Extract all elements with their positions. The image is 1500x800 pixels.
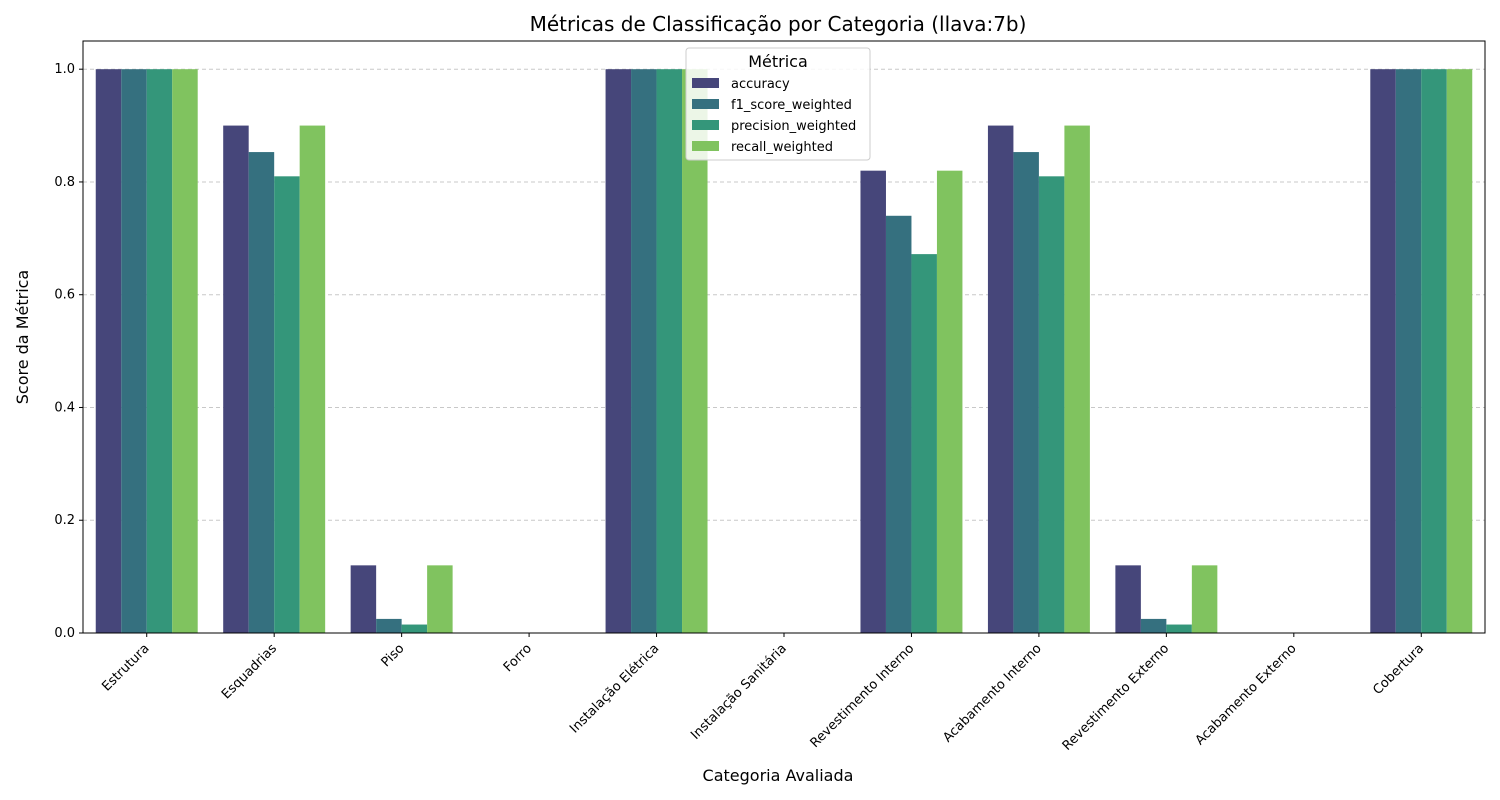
y-tick-label: 0.6 [54,288,75,303]
bar-accuracy-7 [987,125,1014,634]
y-axis: 0.0 0.2 0.4 0.6 0.8 1.0 [54,62,83,641]
bar-recall_weighted-2 [427,565,453,633]
bar-recall_weighted-10 [1446,69,1473,633]
x-axis-label: Categoria Avaliada [703,766,854,785]
bar-f1_score_weighted-7 [1013,152,1039,633]
x-tick-label: Revestimento Interno [808,641,918,751]
bar-precision_weighted-2 [401,624,428,633]
y-tick-label: 0.4 [54,400,75,415]
bar-precision_weighted-0 [146,69,173,633]
x-tick-label: Forro [501,641,535,675]
legend-label-precision_weighted: precision_weighted [731,119,856,134]
legend-box [685,47,871,161]
bar-precision_weighted-6 [911,254,937,633]
legend-label-f1_score_weighted: f1_score_weighted [731,98,852,113]
bar-f1_score_weighted-0 [121,69,147,633]
legend-label-accuracy: accuracy [731,77,790,92]
bar-precision_weighted-7 [1038,176,1065,634]
y-tick-label: 0.0 [54,626,75,641]
x-axis: Estrutura Esquadrias Piso Forro Instalação E… [99,633,1427,754]
legend-swatch-f1_score_weighted [692,99,719,109]
bars [95,69,1473,634]
bar-accuracy-4 [605,69,632,633]
x-tick-label: Estrutura [99,641,152,694]
x-tick-label: Cobertura [1370,641,1427,698]
y-tick-label: 1.0 [54,62,75,77]
bar-recall_weighted-1 [299,125,326,634]
bar-recall_weighted-6 [936,170,963,633]
bar-f1_score_weighted-8 [1140,618,1167,633]
bar-recall_weighted-7 [1064,125,1090,634]
bar-accuracy-10 [1370,69,1396,633]
chart-title: Métricas de Classificação por Categoria … [530,12,1027,36]
bar-precision_weighted-10 [1421,69,1447,633]
bar-accuracy-2 [350,565,377,633]
y-tick-label: 0.2 [54,513,75,528]
bar-precision_weighted-1 [274,176,300,634]
x-tick-label: Instalação Sanitária [688,641,790,743]
x-tick-label: Instalação Elétrica [567,641,662,736]
bar-precision_weighted-4 [656,69,683,633]
legend-label-recall_weighted: recall_weighted [731,140,833,155]
bar-accuracy-0 [95,69,122,633]
bar-f1_score_weighted-4 [631,69,657,633]
bar-recall_weighted-0 [172,69,198,633]
legend-swatch-accuracy [692,78,719,88]
y-tick-label: 0.8 [54,175,75,190]
y-axis-label: Score da Métrica [13,270,32,405]
x-tick-label: Revestimento Externo [1060,641,1172,753]
legend-swatch-precision_weighted [692,120,719,130]
bar-recall_weighted-8 [1191,565,1218,633]
bar-f1_score_weighted-10 [1395,69,1422,633]
bar-recall_weighted-4 [682,69,708,633]
x-tick-label: Piso [379,641,408,670]
bar-accuracy-6 [860,170,886,633]
bar-f1_score_weighted-2 [376,618,402,633]
legend-swatch-recall_weighted [692,141,719,151]
bar-accuracy-8 [1115,565,1141,633]
legend-title: Métrica [748,52,808,71]
bar-accuracy-1 [223,125,249,634]
x-tick-label: Esquadrias [219,641,280,702]
x-tick-label: Acabamento Interno [940,641,1044,745]
bar-f1_score_weighted-1 [248,152,275,633]
x-tick-label: Acabamento Externo [1193,641,1300,748]
legend: Métrica accuracy f1_score_weightedprecisi… [685,47,871,161]
bar-precision_weighted-8 [1166,624,1192,633]
bar-f1_score_weighted-6 [885,215,912,633]
